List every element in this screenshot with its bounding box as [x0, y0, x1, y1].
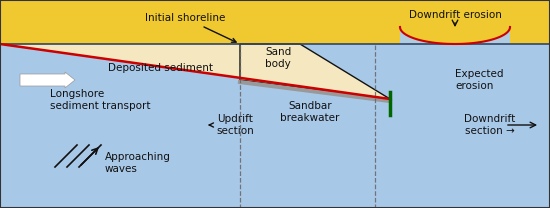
Text: Sand
body: Sand body [265, 47, 291, 69]
FancyArrow shape [20, 72, 75, 88]
Text: Downdrift erosion: Downdrift erosion [409, 10, 502, 20]
Text: Deposited sediment: Deposited sediment [107, 63, 212, 73]
Text: Sandbar
breakwater: Sandbar breakwater [280, 101, 340, 123]
Text: Expected
erosion: Expected erosion [455, 69, 503, 91]
Polygon shape [0, 44, 390, 99]
Text: Longshore
sediment transport: Longshore sediment transport [50, 89, 151, 111]
Text: Updrift
section: Updrift section [210, 114, 254, 136]
Polygon shape [0, 0, 550, 44]
Polygon shape [400, 27, 510, 44]
Text: Downdrift
section →: Downdrift section → [464, 114, 516, 136]
Text: Approaching
waves: Approaching waves [105, 152, 171, 174]
Polygon shape [240, 44, 390, 99]
Text: Initial shoreline: Initial shoreline [145, 13, 236, 42]
